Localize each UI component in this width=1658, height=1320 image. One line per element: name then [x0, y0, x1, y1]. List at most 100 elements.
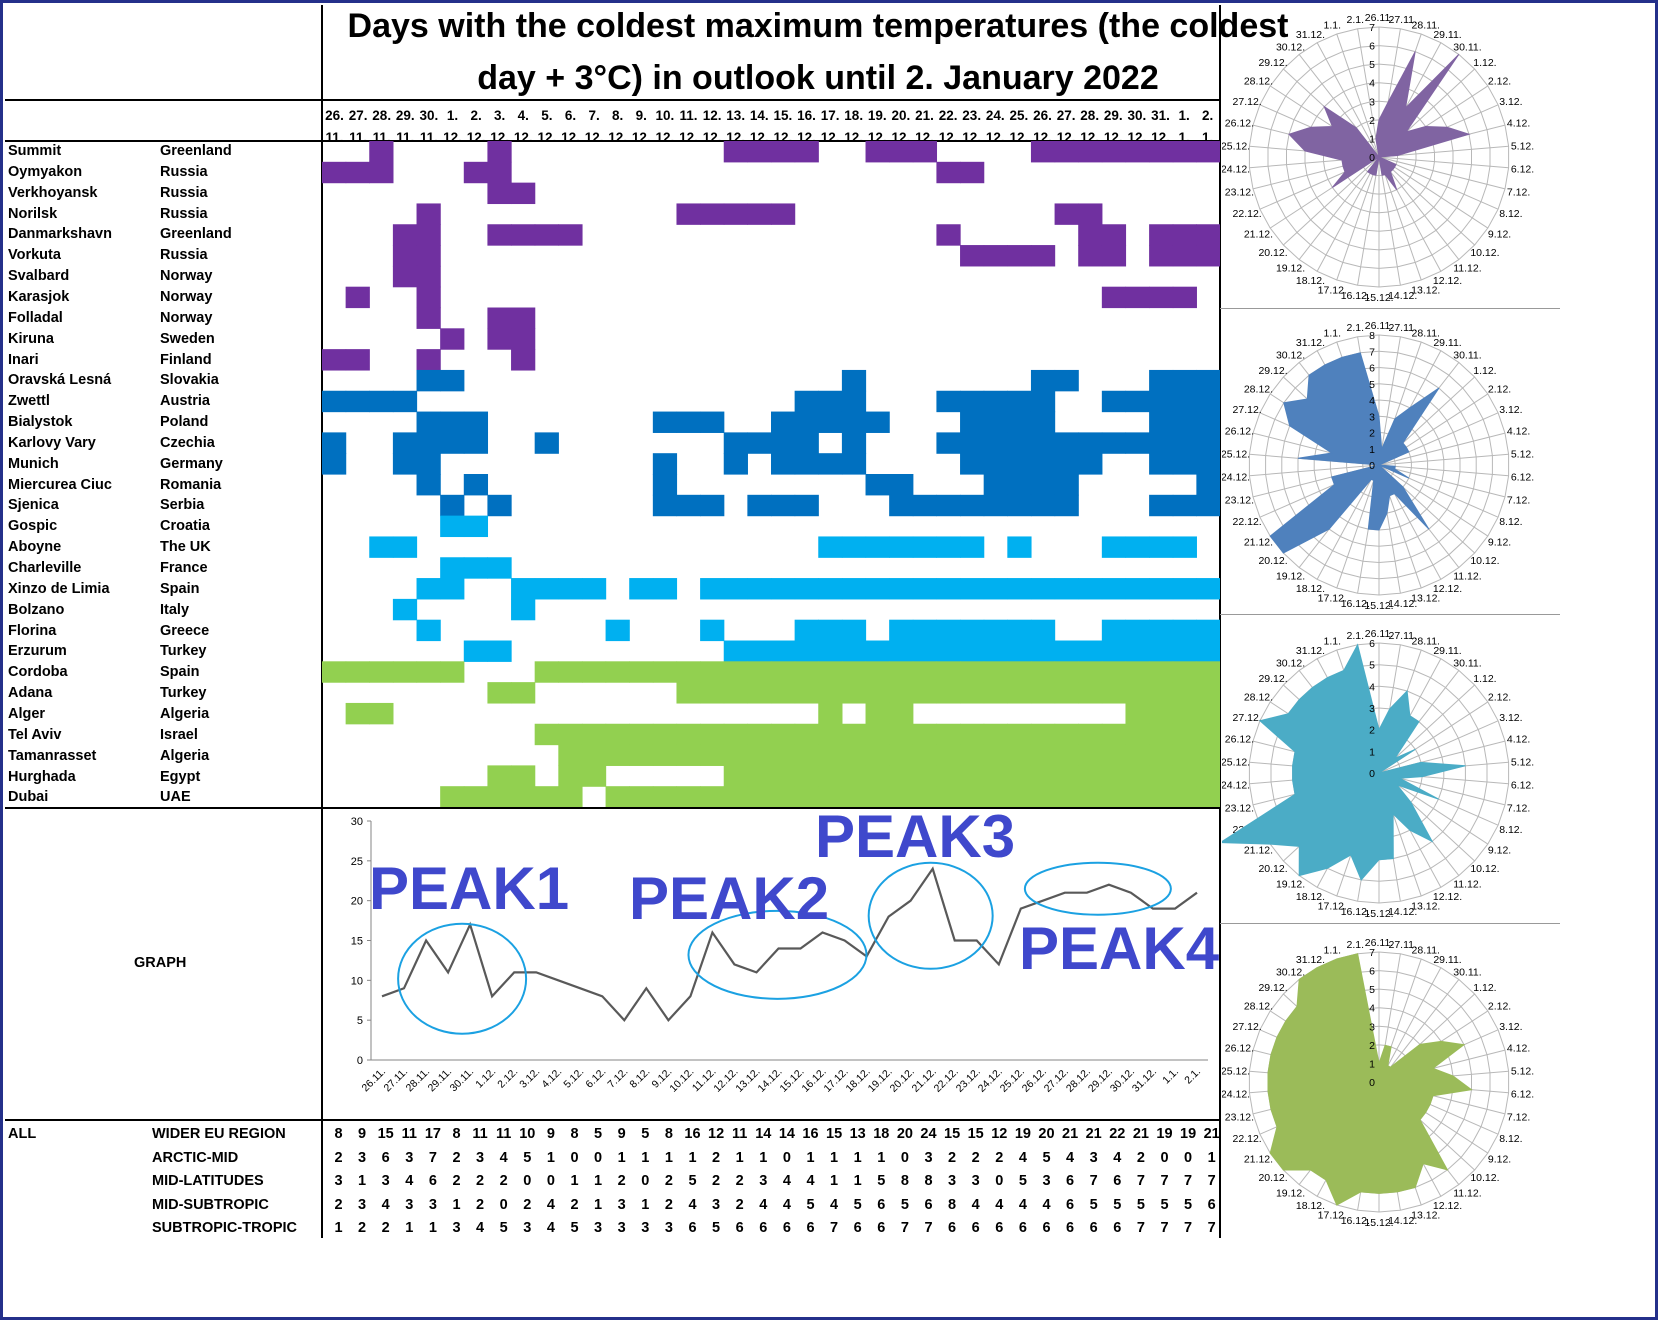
heatmap-cell	[1030, 786, 1056, 807]
summary-value: 4	[806, 1173, 815, 1190]
summary-value: 1	[853, 1149, 862, 1166]
heatmap-cell	[487, 182, 512, 205]
heatmap-cell	[865, 141, 890, 163]
heatmap-cell	[912, 536, 938, 558]
heatmap-cell	[983, 494, 1008, 517]
heatmap-cell	[1030, 578, 1056, 600]
heatmap-cell	[889, 765, 914, 787]
summary-value: 1	[358, 1173, 367, 1190]
date-month: 12.	[1009, 130, 1029, 145]
heatmap-cell	[1149, 411, 1174, 433]
summary-value: 6	[381, 1149, 390, 1166]
heatmap-cell	[676, 661, 701, 683]
radar-spoke	[1316, 464, 1380, 580]
summary-value: 2	[948, 1149, 957, 1166]
summary-value: 21	[1132, 1126, 1149, 1142]
date-day: 4.	[517, 108, 529, 123]
x-tick-label: 10.12.	[667, 1066, 696, 1095]
summary-value: 4	[381, 1196, 390, 1213]
heatmap-cell	[747, 744, 772, 766]
radar-category-label: 9.12.	[1488, 229, 1511, 241]
heatmap-cell	[771, 494, 796, 517]
heatmap-cell	[983, 744, 1008, 766]
heatmap-cell	[416, 286, 441, 309]
heatmap-cell	[1172, 453, 1197, 475]
heatmap-cell	[416, 245, 441, 267]
heatmap-cell	[960, 390, 985, 413]
summary-value: 14	[778, 1126, 795, 1142]
heatmap-cell	[1125, 390, 1150, 413]
x-tick-label: 3.12.	[517, 1066, 542, 1091]
radar-category-label: 1.1.	[1323, 636, 1341, 648]
summary-row-label: SUBTROPIC-TROPIC	[152, 1220, 297, 1237]
date-day: 20.	[891, 108, 911, 123]
heatmap-cell	[1172, 411, 1197, 433]
heatmap-cell	[912, 640, 938, 662]
heatmap-cell	[936, 390, 961, 413]
heatmap-cell	[865, 578, 890, 600]
divider-right	[1219, 5, 1221, 1238]
heatmap-cell	[1172, 744, 1197, 766]
radar-category-label: 21.12.	[1244, 537, 1273, 549]
heatmap-cell	[652, 786, 678, 807]
heatmap-cell	[936, 161, 961, 184]
heatmap-cell	[416, 369, 441, 392]
station-country: Croatia	[160, 518, 210, 535]
heatmap-cell	[865, 536, 890, 558]
heatmap-cell	[912, 723, 938, 746]
radar-tick-label: 0	[1369, 768, 1375, 780]
heatmap-cell	[440, 578, 465, 600]
summary-value: 6	[1018, 1220, 1027, 1237]
summary-value: 5	[594, 1126, 603, 1142]
heatmap-cell	[912, 578, 938, 600]
heatmap-cell	[794, 765, 819, 787]
radar-tick-label: 3	[1369, 96, 1375, 108]
summary-value: 7	[830, 1220, 839, 1237]
date-day: 27.	[348, 108, 368, 123]
heatmap-cell	[818, 536, 843, 558]
heatmap-cell	[960, 682, 985, 704]
heatmap-cell	[605, 744, 630, 766]
radar-category-label: 26.11.	[1365, 12, 1393, 24]
heatmap-cell	[1125, 640, 1150, 662]
heatmap-cell	[1149, 723, 1174, 746]
heatmap-cell	[747, 786, 772, 807]
radar-category-label: 22.12.	[1233, 1133, 1262, 1145]
heatmap-cell	[392, 453, 418, 475]
heatmap-cell	[1007, 723, 1032, 746]
radar-category-label: 31.12.	[1296, 954, 1325, 966]
station-name: Vorkuta	[8, 247, 61, 264]
peak-circle	[867, 861, 994, 970]
heatmap-cell	[700, 682, 725, 704]
heatmap-cell	[889, 474, 914, 496]
heatmap-cell	[416, 474, 441, 496]
radar-category-label: 23.12.	[1225, 802, 1254, 814]
heatmap-cell	[581, 661, 607, 683]
heatmap-cell	[983, 411, 1008, 433]
heatmap-cell	[440, 432, 465, 454]
heatmap-cell	[1172, 661, 1197, 683]
heatmap-cell	[345, 286, 370, 309]
heatmap-cell	[1125, 765, 1150, 787]
radar-category-label: 6.12.	[1511, 164, 1534, 176]
heatmap-cell	[1054, 432, 1079, 454]
summary-value: 20	[896, 1126, 913, 1142]
date-month: 12.	[513, 130, 533, 145]
summary-value: 2	[523, 1196, 532, 1213]
heatmap-cell	[392, 245, 418, 267]
summary-value: 12	[991, 1126, 1008, 1142]
heatmap-cell	[983, 474, 1008, 496]
heatmap-cell	[1078, 203, 1103, 225]
station-name: Danmarkshavn	[8, 226, 112, 243]
summary-value: 6	[877, 1220, 886, 1237]
radar-spoke	[1378, 720, 1499, 774]
summary-value: 2	[617, 1173, 626, 1190]
summary-value: 6	[1113, 1173, 1122, 1190]
heatmap-cell	[794, 682, 819, 704]
heatmap-cell	[511, 598, 536, 621]
summary-value: 2	[452, 1149, 461, 1166]
heatmap-cell	[747, 203, 772, 225]
summary-value: 3	[476, 1149, 485, 1166]
radar-category-label: 3.12.	[1499, 1021, 1522, 1033]
radar-category-label: 27.12.	[1233, 404, 1262, 416]
